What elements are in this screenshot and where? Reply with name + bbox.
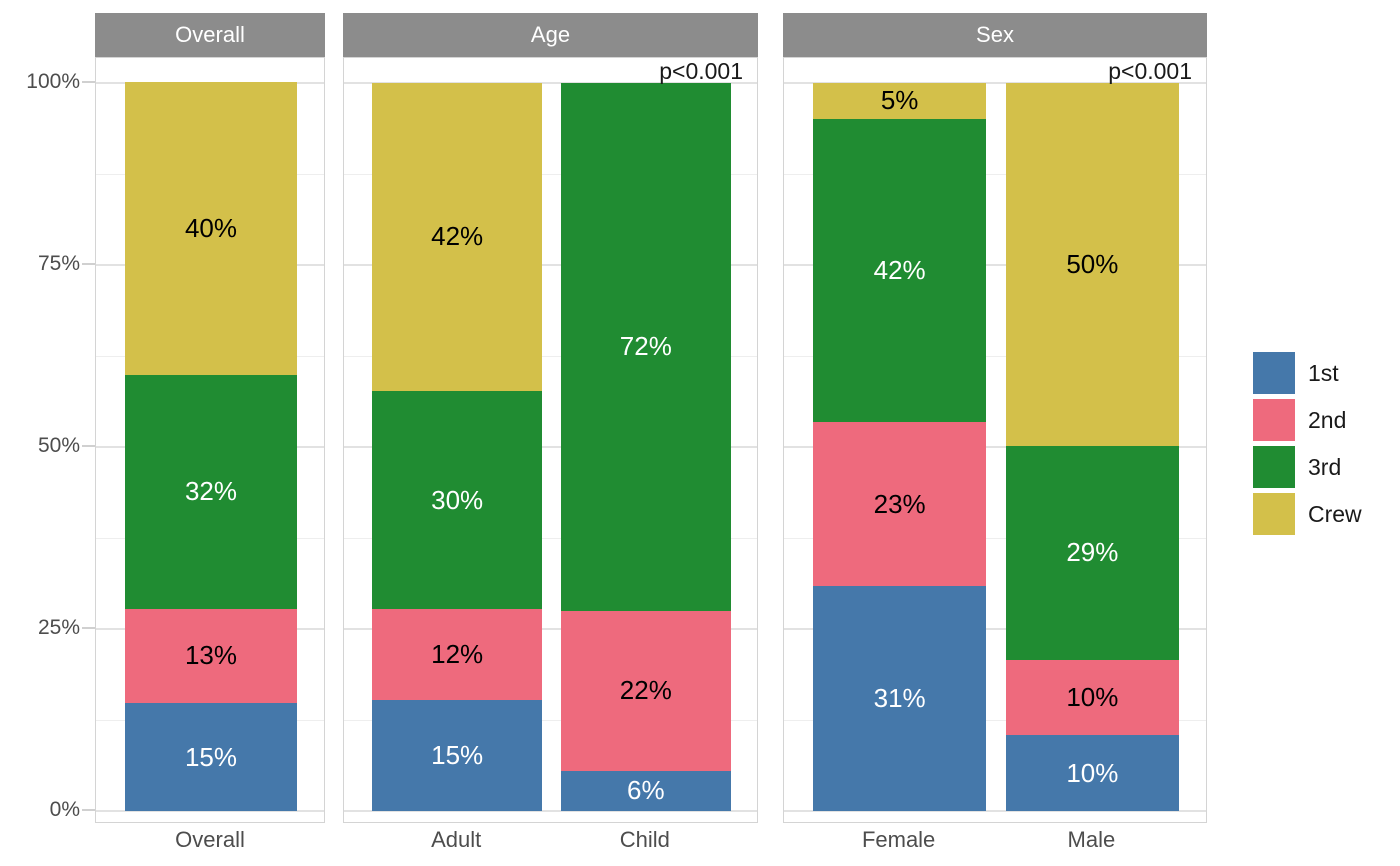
bar-segment-label: 42% [431, 221, 484, 252]
bar-segment-adult-2nd: 12% [372, 609, 543, 701]
bar-segment-female-1st: 31% [812, 586, 987, 811]
y-axis-tick-label: 75% [37, 252, 80, 275]
gridline-major [344, 264, 757, 266]
bar-segment-label: 31% [873, 683, 926, 714]
gridline-minor [784, 174, 1206, 175]
gridline-major [784, 446, 1206, 448]
y-axis-tick-label: 0% [49, 798, 80, 821]
y-axis-tick-mark [82, 81, 95, 83]
legend-label: Crew [1308, 500, 1362, 527]
bar-segment-label: 12% [431, 639, 484, 670]
facet-strip: Overall [95, 13, 325, 57]
bar-segment-overall-1st: 15% [124, 703, 298, 811]
gridline-major [784, 264, 1206, 266]
bar-segment-overall-2nd: 13% [124, 608, 298, 704]
bar-segment-label: 29% [1066, 537, 1119, 568]
bar-segment-label: 13% [184, 640, 238, 671]
bar-segment-child-1st: 6% [560, 770, 731, 811]
bar-segment-child-2nd: 22% [560, 610, 731, 771]
x-axis-category-label: Male [1067, 827, 1116, 852]
legend-item-2nd: 2nd [1253, 399, 1362, 441]
facet-panel: 15% 13% 32% 40% [95, 57, 325, 823]
y-axis-tick-mark [82, 263, 95, 265]
facet-strip-title: Sex [976, 22, 1014, 47]
x-axis-category-label: Child [619, 827, 670, 852]
bar-segment-label: 15% [184, 741, 238, 772]
bar-segment-adult-crew: 42% [372, 83, 543, 391]
bar-segment-female-crew: 5% [812, 83, 987, 119]
gridline-minor [784, 538, 1206, 539]
facet-strip: Age [343, 13, 758, 57]
bar-segment-label: 30% [431, 484, 484, 515]
bar-segment-female-3rd: 42% [812, 118, 987, 423]
facet-strip: Sex [783, 13, 1207, 57]
gridline-minor [784, 720, 1206, 721]
bar-segment-male-crew: 50% [1005, 83, 1180, 446]
bar-segment-label: 50% [1066, 248, 1119, 279]
bar-segment-label: 10% [1066, 757, 1119, 788]
legend-item-crew: Crew [1253, 493, 1362, 535]
bar-segment-label: 6% [627, 775, 665, 806]
legend-swatch [1253, 399, 1295, 441]
x-axis-category-label: Female [861, 827, 936, 852]
bar-segment-label: 72% [619, 331, 672, 362]
legend: 1st 2nd 3rd Crew [1253, 352, 1362, 540]
legend-swatch [1253, 493, 1295, 535]
y-axis-tick-mark [82, 809, 95, 811]
bar-segment-label: 32% [184, 476, 238, 507]
bar-segment-adult-3rd: 30% [372, 390, 543, 610]
gridline-major [784, 82, 1206, 84]
facet-strip-title: Overall [175, 22, 245, 47]
facet-panel: 15% 12% 30% 42% 6% 22% 72% p<0.001 [343, 57, 758, 823]
gridline-major [784, 628, 1206, 630]
legend-item-1st: 1st [1253, 352, 1362, 394]
bar-segment-male-3rd: 29% [1005, 445, 1180, 661]
bar-segment-male-2nd: 10% [1005, 660, 1180, 736]
gridline-minor [344, 538, 757, 539]
bar-segment-overall-3rd: 32% [124, 374, 298, 609]
gridline-major [344, 446, 757, 448]
y-axis-tick-mark [82, 627, 95, 629]
p-value-annotation: p<0.001 [659, 58, 743, 84]
p-value-annotation: p<0.001 [1108, 58, 1192, 84]
gridline-major [344, 628, 757, 630]
gridline-minor [784, 356, 1206, 357]
legend-swatch [1253, 352, 1295, 394]
bar-segment-label: 22% [619, 675, 672, 706]
gridline-minor [344, 356, 757, 357]
bar-segment-label: 15% [431, 740, 484, 771]
gridline-major [344, 82, 757, 84]
bar-segment-male-1st: 10% [1005, 735, 1180, 811]
gridline-major [96, 810, 324, 812]
y-axis-tick-label: 100% [26, 70, 80, 93]
bar-segment-label: 5% [880, 85, 919, 116]
bar-segment-label: 10% [1066, 682, 1119, 713]
legend-label: 1st [1308, 359, 1339, 386]
bar-segment-label: 23% [873, 488, 926, 519]
gridline-major [784, 810, 1206, 812]
bar-segment-overall-crew: 40% [124, 82, 298, 375]
bar-segment-adult-1st: 15% [372, 700, 543, 811]
legend-label: 2nd [1308, 406, 1347, 433]
legend-swatch [1253, 446, 1295, 488]
y-axis-tick-label: 25% [37, 616, 80, 639]
gridline-major [344, 810, 757, 812]
gridline-minor [344, 174, 757, 175]
bar-segment-label: 40% [184, 213, 238, 244]
facet-strip-title: Age [530, 22, 571, 47]
y-axis-tick-mark [82, 445, 95, 447]
x-axis-category-label: Adult [431, 827, 482, 852]
bar-segment-child-3rd: 72% [560, 83, 731, 611]
legend-item-3rd: 3rd [1253, 446, 1362, 488]
y-axis-tick-label: 50% [37, 434, 80, 457]
x-axis-category-label: Overall [175, 827, 245, 852]
gridline-minor [344, 720, 757, 721]
facet-panel: 31% 23% 42% 5% 10% 10% 29% 50% p<0.001 [783, 57, 1207, 823]
bar-segment-label: 42% [873, 254, 926, 285]
legend-label: 3rd [1308, 453, 1342, 480]
bar-segment-female-2nd: 23% [812, 422, 987, 587]
